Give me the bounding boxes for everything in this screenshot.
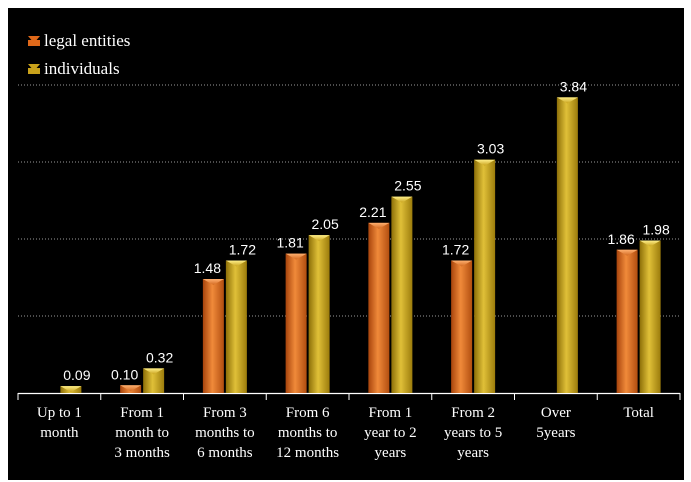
category-label-line: months to bbox=[278, 425, 338, 441]
legend-swatch-legal-entities bbox=[28, 36, 40, 43]
data-label-legal-entities: 1.72 bbox=[442, 242, 469, 258]
bar-legal-entities bbox=[616, 249, 638, 393]
legend-swatch-base-legal-entities bbox=[28, 40, 40, 46]
gridlines bbox=[18, 84, 680, 317]
data-label-individuals: 3.03 bbox=[477, 141, 504, 157]
bar-individuals bbox=[474, 159, 496, 393]
category-label-line: 3 months bbox=[114, 445, 170, 461]
bar-legal-entities bbox=[451, 260, 473, 393]
category-labels: Up to 1 month From 1 month to 3 months From 3… bbox=[37, 405, 654, 461]
category-label-line: years bbox=[375, 445, 407, 461]
bar-legal-entities bbox=[285, 253, 307, 393]
category-label-line: years to 5 bbox=[444, 425, 502, 441]
bar-individuals bbox=[556, 97, 578, 393]
category-label-line: From 2 bbox=[451, 405, 495, 421]
bar-cap-legal-entities bbox=[451, 260, 473, 267]
data-label-individuals: 3.84 bbox=[560, 78, 587, 94]
bar-cap-individuals bbox=[60, 386, 82, 393]
category-label-line: From 6 bbox=[286, 405, 330, 421]
category-label: From 3 months to 6 months bbox=[195, 405, 255, 461]
category-label-line: months to bbox=[195, 425, 255, 441]
data-label-legal-entities: 1.48 bbox=[194, 260, 221, 276]
data-label-legal-entities: 2.21 bbox=[359, 204, 386, 220]
bars bbox=[60, 97, 661, 393]
legend-swatch-individuals bbox=[28, 64, 40, 71]
bar-legal-entities bbox=[368, 222, 390, 393]
data-label-individuals: 2.55 bbox=[394, 178, 421, 194]
data-label-legal-entities: 1.81 bbox=[277, 235, 304, 251]
category-label-line: month to bbox=[115, 425, 169, 441]
data-label-individuals: 1.72 bbox=[229, 242, 256, 258]
category-label-line: 6 months bbox=[197, 445, 253, 461]
bar-cap-legal-entities bbox=[616, 249, 638, 256]
category-label: From 1 year to 2 years bbox=[364, 405, 416, 461]
bar-individuals bbox=[391, 196, 413, 393]
bar-cap-individuals bbox=[225, 260, 247, 267]
category-label-line: From 1 bbox=[120, 405, 164, 421]
legend: legal entities individuals bbox=[28, 31, 130, 78]
category-label: Total bbox=[623, 405, 654, 421]
legend-label-individuals: individuals bbox=[44, 59, 120, 78]
data-label-individuals: 0.09 bbox=[63, 367, 90, 383]
category-label: Over 5years bbox=[536, 405, 575, 441]
data-label-legal-entities: 1.86 bbox=[608, 231, 635, 247]
category-label: Up to 1 month bbox=[37, 405, 82, 441]
bar-cap-individuals bbox=[391, 196, 413, 203]
category-label-line: From 1 bbox=[368, 405, 412, 421]
category-label: From 1 month to 3 months bbox=[114, 405, 170, 461]
bar-cap-individuals bbox=[474, 159, 496, 166]
bar-legal-entities bbox=[202, 279, 224, 393]
category-label-line: 5years bbox=[536, 425, 575, 441]
bar-individuals bbox=[143, 368, 165, 393]
bar-cap-legal-entities bbox=[120, 385, 142, 392]
category-label-line: Up to 1 bbox=[37, 405, 82, 421]
data-label-individuals: 0.32 bbox=[146, 349, 173, 365]
legend-swatch-base-individuals bbox=[28, 68, 40, 74]
bar-cap-legal-entities bbox=[202, 279, 224, 286]
data-label-individuals: 2.05 bbox=[312, 216, 339, 232]
bar-cap-legal-entities bbox=[285, 253, 307, 260]
category-label-line: month bbox=[40, 425, 79, 441]
bar-chart: 0.09 0.10 0.32 1.48 1.72 1.81 2.05 2.21 2.55 1.72… bbox=[17, 31, 681, 461]
x-axis bbox=[17, 392, 681, 400]
category-label-line: Total bbox=[623, 405, 654, 421]
category-label: From 6 months to 12 months bbox=[276, 405, 339, 461]
bar-individuals bbox=[308, 235, 330, 393]
bar-cap-individuals bbox=[143, 368, 165, 375]
chart-container: 0.09 0.10 0.32 1.48 1.72 1.81 2.05 2.21 2.55 1.72… bbox=[8, 8, 684, 480]
legend-label-legal-entities: legal entities bbox=[44, 31, 130, 50]
data-label-legal-entities: 0.10 bbox=[111, 366, 138, 382]
category-label: From 2 years to 5 years bbox=[444, 405, 502, 461]
bar-individuals bbox=[225, 260, 247, 393]
category-label-line: year to 2 bbox=[364, 425, 416, 441]
bar-individuals bbox=[639, 240, 661, 393]
data-labels: 0.09 0.10 0.32 1.48 1.72 1.81 2.05 2.21 2.55 1.72… bbox=[63, 78, 670, 383]
category-label-line: 12 months bbox=[276, 445, 339, 461]
category-label-line: From 3 bbox=[203, 405, 247, 421]
bar-cap-individuals bbox=[556, 97, 578, 104]
bar-cap-individuals bbox=[308, 235, 330, 242]
bar-cap-legal-entities bbox=[368, 222, 390, 229]
category-label-line: years bbox=[457, 445, 489, 461]
data-label-individuals: 1.98 bbox=[643, 222, 670, 238]
category-label-line: Over bbox=[541, 405, 571, 421]
bar-cap-individuals bbox=[639, 240, 661, 247]
